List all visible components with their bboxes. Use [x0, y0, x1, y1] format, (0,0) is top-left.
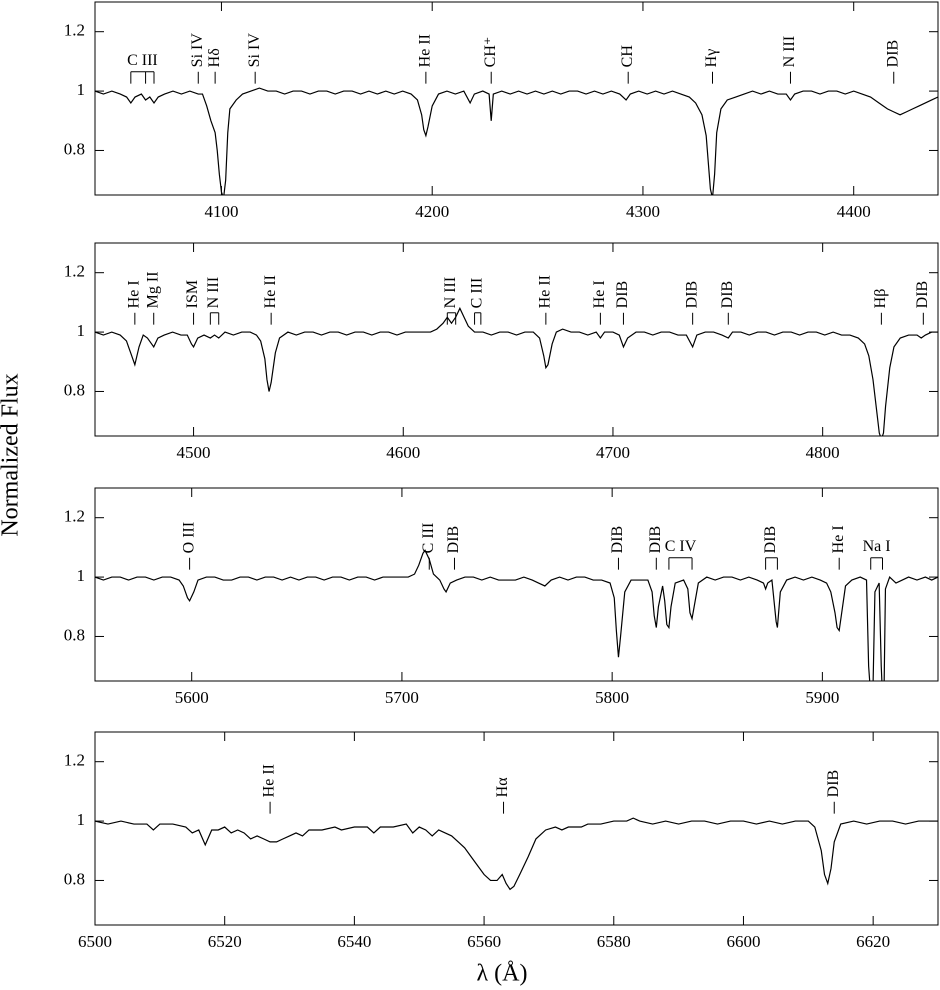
x-tick-label: 6500 [78, 932, 112, 951]
y-tick-label: 0.8 [64, 869, 85, 888]
line-label: DIB [825, 770, 842, 798]
line-label: DIB [683, 281, 700, 309]
x-tick-label: 5600 [175, 688, 209, 707]
y-tick-label: 1 [77, 80, 86, 99]
line-label: He I [126, 280, 143, 308]
line-label: Na I [863, 538, 891, 555]
y-tick-label: 0.8 [64, 380, 85, 399]
line-label: He II [262, 275, 279, 308]
y-tick-label: 1.2 [64, 751, 85, 770]
x-tick-label: 6520 [208, 932, 242, 951]
line-label: Hδ [206, 48, 223, 67]
line-label: He II [417, 34, 434, 67]
x-tick-label: 4800 [806, 443, 840, 462]
plot-frame [94, 487, 939, 682]
spectrum-line [95, 87, 938, 195]
line-label: He II [537, 275, 554, 308]
line-label: DIB [609, 526, 626, 554]
line-label: Si IV [246, 33, 263, 68]
x-tick-label: 4400 [837, 202, 871, 221]
y-tick-label: 1.2 [64, 21, 85, 40]
line-label: C III [420, 523, 437, 554]
plot-frame [94, 731, 939, 926]
line-label: C III [127, 52, 158, 69]
line-label: N III [781, 36, 798, 68]
x-tick-label: 4500 [177, 443, 211, 462]
x-tick-label: 4300 [626, 202, 660, 221]
x-tick-label: 6540 [337, 932, 371, 951]
x-tick-label: 6620 [856, 932, 890, 951]
x-tick-label: 5800 [595, 688, 629, 707]
line-label: DIB [614, 281, 631, 309]
line-label: Hβ [872, 289, 889, 309]
line-label: He I [591, 280, 608, 308]
line-label: DIB [914, 281, 931, 309]
y-tick-label: 1.2 [64, 507, 85, 526]
line-label: DIB [762, 526, 779, 554]
plot-frame [94, 242, 939, 437]
line-label: Si IV [189, 33, 206, 68]
line-label: DIB [719, 281, 736, 309]
line-label: N III [205, 277, 222, 309]
y-tick-label: 1 [77, 566, 86, 585]
x-tick-label: 4600 [386, 443, 420, 462]
line-label: C III [468, 278, 485, 309]
y-tick-label: 1.2 [64, 262, 85, 281]
line-label: DIB [884, 40, 901, 68]
x-tick-label: 5900 [805, 688, 839, 707]
line-label: Mg II [144, 271, 161, 308]
line-label: DIB [445, 526, 462, 554]
line-label: Hγ [703, 49, 720, 68]
x-axis-label: λ (Å) [477, 961, 528, 987]
x-tick-label: 4100 [204, 202, 238, 221]
line-label: O III [180, 522, 197, 554]
line-label: Hα [494, 777, 511, 798]
x-tick-label: 5700 [385, 688, 419, 707]
line-label: CH⁺ [482, 37, 499, 68]
line-label: N III [442, 277, 459, 309]
plot-frame [94, 1, 939, 196]
y-tick-label: 1 [77, 810, 86, 829]
y-tick-label: 0.8 [64, 139, 85, 158]
y-axis-label: Normalized Flux [0, 373, 24, 536]
y-tick-label: 1 [77, 321, 86, 340]
line-label: He I [830, 525, 847, 553]
line-label: He II [261, 764, 278, 797]
line-label: DIB [647, 526, 664, 554]
x-tick-label: 6580 [597, 932, 631, 951]
line-label: ISM [184, 280, 201, 308]
line-label: C IV [665, 538, 697, 555]
x-tick-label: 4700 [596, 443, 630, 462]
y-tick-label: 0.8 [64, 625, 85, 644]
x-tick-label: 6560 [467, 932, 501, 951]
spectrum-line [95, 817, 938, 891]
x-tick-label: 4200 [415, 202, 449, 221]
spectrum-line [95, 549, 938, 681]
line-label: CH [619, 45, 636, 68]
spectrum-line [95, 306, 938, 436]
x-tick-label: 6600 [726, 932, 760, 951]
